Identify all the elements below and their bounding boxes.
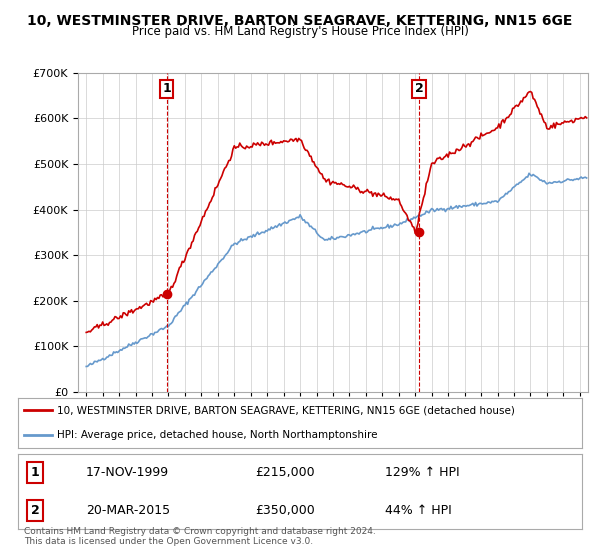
Text: 20-MAR-2015: 20-MAR-2015 <box>86 504 170 517</box>
Text: £215,000: £215,000 <box>255 466 314 479</box>
Text: 1: 1 <box>162 82 171 95</box>
Text: Price paid vs. HM Land Registry's House Price Index (HPI): Price paid vs. HM Land Registry's House … <box>131 25 469 38</box>
Text: 44% ↑ HPI: 44% ↑ HPI <box>385 504 451 517</box>
Text: 2: 2 <box>31 504 39 517</box>
Text: 1: 1 <box>31 466 39 479</box>
Text: Contains HM Land Registry data © Crown copyright and database right 2024.
This d: Contains HM Land Registry data © Crown c… <box>24 526 376 546</box>
Text: 10, WESTMINSTER DRIVE, BARTON SEAGRAVE, KETTERING, NN15 6GE (detached house): 10, WESTMINSTER DRIVE, BARTON SEAGRAVE, … <box>58 405 515 415</box>
Text: 10, WESTMINSTER DRIVE, BARTON SEAGRAVE, KETTERING, NN15 6GE: 10, WESTMINSTER DRIVE, BARTON SEAGRAVE, … <box>28 14 572 28</box>
Text: 17-NOV-1999: 17-NOV-1999 <box>86 466 169 479</box>
Text: HPI: Average price, detached house, North Northamptonshire: HPI: Average price, detached house, Nort… <box>58 431 378 440</box>
Text: 129% ↑ HPI: 129% ↑ HPI <box>385 466 459 479</box>
Text: £350,000: £350,000 <box>255 504 314 517</box>
Text: 2: 2 <box>415 82 423 95</box>
